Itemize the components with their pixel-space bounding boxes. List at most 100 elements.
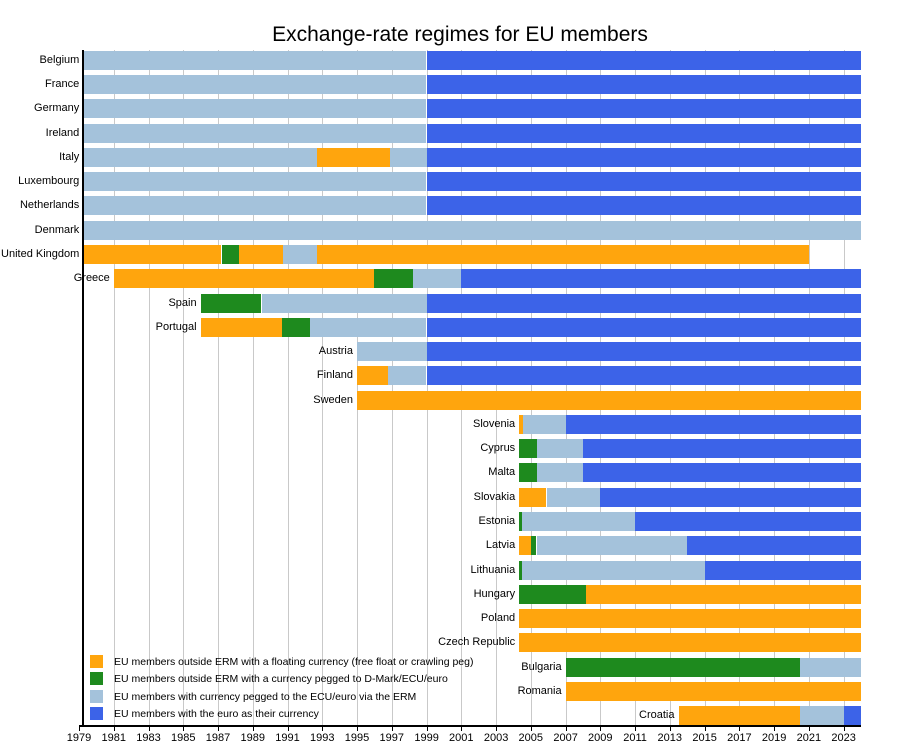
gridline-2011 [635, 50, 637, 725]
x-tick-label-2005: 2005 [518, 731, 544, 744]
gridline-2023 [843, 50, 845, 725]
row-label-lithuania: Lithuania [470, 563, 516, 576]
bar-segment-lithuania-erm [522, 560, 705, 580]
bar-segment-france-euro [426, 75, 861, 95]
x-tick-2001 [461, 726, 463, 731]
x-tick-2003 [496, 726, 498, 731]
gridline-2015 [704, 50, 706, 725]
x-tick-2019 [774, 726, 776, 731]
bar-segment-austria-erm [357, 342, 427, 361]
bar-segment-united-kingdom-float [238, 245, 284, 264]
row-label-united-kingdom: United Kingdom [1, 248, 80, 260]
row-label-poland: Poland [480, 612, 516, 624]
x-tick-2011 [635, 726, 637, 731]
bar-segment-ireland-euro [426, 123, 861, 143]
bar-segment-austria-euro [426, 342, 861, 361]
row-label-hungary: Hungary [473, 587, 516, 600]
bar-segment-italy-float [317, 147, 391, 167]
x-axis-line [79, 724, 861, 727]
legend-label-pegged: EU members outside ERM with a currency p… [114, 673, 448, 686]
x-tick-label-1981: 1981 [101, 731, 127, 744]
gridline-1993 [322, 50, 324, 725]
bar-segment-croatia-float [678, 706, 801, 726]
x-tick-1997 [391, 726, 393, 731]
bar-segment-luxembourg-erm [83, 172, 427, 192]
pegged-color-swatch [90, 672, 103, 686]
x-tick-1987 [218, 726, 219, 731]
legend-item-float: EU members outside ERM with a floating c… [90, 655, 510, 669]
bar-segment-netherlands-euro [426, 196, 861, 216]
bar-segment-estonia-pegged [519, 511, 523, 531]
bar-segment-united-kingdom-float [83, 245, 222, 264]
gridline-2001 [461, 50, 463, 725]
x-tick-label-2019: 2019 [761, 731, 787, 744]
float-color-swatch [90, 655, 103, 668]
x-tick-1983 [148, 726, 150, 731]
x-tick-label-1999: 1999 [414, 731, 439, 744]
bar-segment-belgium-erm [83, 50, 427, 70]
bar-segment-spain-euro [426, 293, 861, 313]
bar-segment-czech-republic-float [519, 633, 861, 653]
row-label-romania: Romania [517, 684, 562, 697]
bar-segment-slovakia-euro [600, 487, 861, 507]
bar-segment-lithuania-pegged [519, 560, 523, 580]
gridline-2003 [496, 50, 498, 725]
bar-segment-greece-pegged [374, 269, 413, 289]
x-tick-2021 [808, 726, 810, 731]
row-label-finland: Finland [316, 369, 353, 382]
gridline-1991 [287, 50, 289, 725]
bar-segment-portugal-pegged [282, 317, 311, 337]
y-axis-line [82, 50, 84, 727]
bar-segment-latvia-float [519, 536, 531, 556]
x-tick-label-1987: 1987 [205, 731, 231, 744]
row-label-bulgaria: Bulgaria [521, 660, 562, 673]
row-label-sweden: Sweden [313, 393, 353, 406]
bar-segment-luxembourg-euro [426, 172, 861, 192]
bar-segment-finland-euro [426, 366, 861, 386]
bar-segment-netherlands-erm [83, 196, 427, 216]
x-tick-label-2009: 2009 [588, 731, 613, 744]
row-label-germany: Germany [34, 102, 80, 115]
bar-segment-spain-erm [261, 293, 427, 313]
x-tick-label-1993: 1993 [310, 731, 335, 744]
gridline-2013 [669, 50, 671, 725]
bar-segment-lithuania-euro [704, 560, 861, 580]
x-tick-2009 [600, 726, 602, 731]
bar-segment-croatia-euro [843, 706, 861, 726]
row-label-austria: Austria [318, 345, 353, 357]
bar-segment-spain-pegged [200, 293, 262, 313]
x-tick-label-1979: 1979 [66, 731, 92, 744]
x-tick-label-2011: 2011 [623, 731, 647, 744]
bar-segment-denmark-erm [83, 220, 861, 240]
row-label-denmark: Denmark [34, 223, 80, 236]
bar-segment-finland-erm [388, 366, 427, 386]
x-tick-2013 [669, 726, 671, 731]
row-label-latvia: Latvia [485, 539, 516, 552]
bar-segment-greece-erm [412, 269, 462, 289]
bar-segment-cyprus-erm [536, 439, 583, 459]
bar-segment-united-kingdom-pegged [221, 245, 239, 264]
row-label-italy: Italy [59, 150, 80, 163]
gridline-1995 [357, 50, 358, 725]
legend-item-pegged: EU members outside ERM with a currency p… [90, 672, 510, 686]
row-label-cyprus: Cyprus [480, 442, 516, 455]
gridline-1985 [183, 50, 185, 725]
gridline-1983 [148, 50, 150, 725]
bar-segment-hungary-pegged [519, 584, 586, 604]
legend-item-euro: EU members with the euro as their curren… [90, 706, 510, 721]
gridline-1989 [252, 50, 254, 725]
x-tick-2023 [843, 726, 845, 731]
gridline-2021 [808, 50, 810, 725]
bar-segment-slovenia-erm [523, 414, 566, 434]
bar-segment-cyprus-pegged [519, 439, 537, 459]
x-tick-1995 [357, 726, 358, 731]
row-label-czech-republic: Czech Republic [438, 636, 516, 649]
bar-segment-france-erm [83, 75, 427, 95]
legend-item-erm: EU members with currency pegged to the E… [90, 689, 510, 704]
x-tick-label-1997: 1997 [379, 731, 405, 744]
bar-segment-malta-euro [583, 463, 861, 483]
x-tick-label-1991: 1991 [275, 731, 300, 744]
bar-segment-belgium-euro [426, 50, 861, 70]
legend-label-float: EU members outside ERM with a floating c… [114, 656, 474, 668]
